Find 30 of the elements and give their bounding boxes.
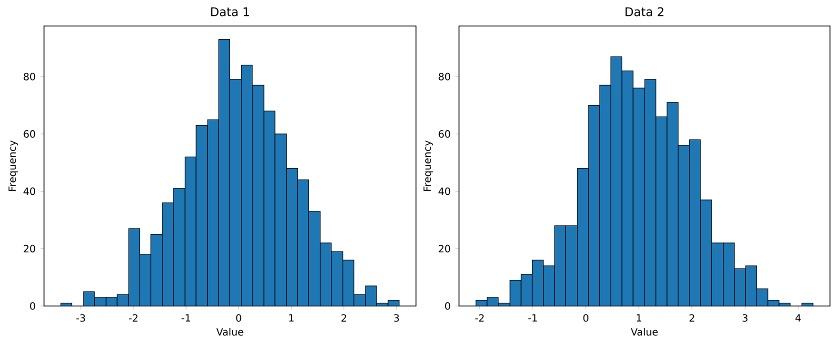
x-tick-label: 3 [742, 314, 748, 322]
x-tick-label: 0 [236, 314, 242, 322]
x-tick-label: -2 [128, 314, 138, 322]
x-tick-label: 1 [289, 314, 294, 322]
y-tick-label: 40 [24, 188, 36, 196]
y-tick-label: 60 [24, 130, 36, 138]
x-tick-label: -3 [76, 314, 86, 322]
y-tick-label: 60 [438, 130, 450, 138]
x-tick-label: 2 [690, 314, 694, 322]
y-tick-label: 0 [30, 302, 36, 310]
y-axis-title: Frequency [424, 140, 433, 191]
x-tick-label: 1 [636, 314, 642, 322]
y-tick-label: 0 [445, 302, 450, 310]
y-tick-label: 80 [24, 72, 36, 80]
chart-title: Data 2 [626, 7, 664, 16]
y-tick-label: 20 [438, 244, 450, 252]
x-tick-label: -1 [182, 314, 190, 322]
x-tick-label: 0 [583, 314, 588, 322]
x-tick-label: 4 [795, 314, 801, 322]
chart-title: Data 1 [211, 7, 249, 16]
x-axis-title: Value [630, 328, 658, 336]
x-tick-label: 3 [394, 314, 399, 322]
y-tick-label: 40 [438, 188, 450, 196]
y-axis-title: Frequency [8, 140, 18, 191]
y-tick-label: 80 [438, 72, 450, 80]
y-tick-label: 20 [24, 244, 36, 252]
x-axis-title: Value [216, 328, 244, 336]
x-tick-label: -2 [475, 314, 484, 322]
x-tick-label: 2 [341, 314, 346, 322]
x-tick-label: -1 [528, 314, 537, 322]
